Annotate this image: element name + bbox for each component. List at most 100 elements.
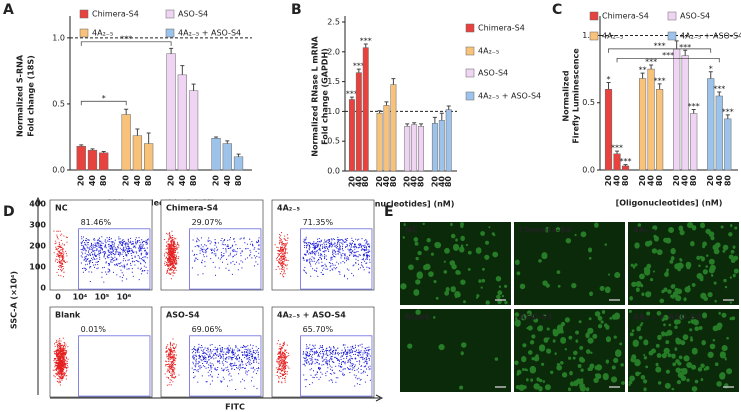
error-bar bbox=[225, 140, 230, 144]
x-tick-label: 20 bbox=[212, 175, 221, 187]
legend-swatch bbox=[79, 28, 89, 38]
x-tick-label: 10⁴ bbox=[73, 293, 88, 302]
x-tick-label: 40 bbox=[88, 175, 97, 187]
y-axis-label: Normalized bbox=[562, 70, 571, 121]
bar bbox=[87, 149, 98, 171]
flow-frame bbox=[160, 306, 264, 398]
x-arrow bbox=[50, 394, 384, 402]
x-tick-label: 10⁵ bbox=[95, 293, 110, 302]
image-label: Blank bbox=[405, 313, 431, 322]
significance: *** bbox=[722, 107, 734, 116]
legend-label: 4A₂₋₅ + ASO-S4 bbox=[178, 29, 241, 38]
bar bbox=[166, 53, 176, 171]
flow-dots-positive bbox=[191, 237, 260, 276]
gate-percent: 69.06% bbox=[192, 325, 223, 334]
bar bbox=[144, 143, 154, 171]
legend-swatch bbox=[589, 11, 599, 21]
flow-dots-negative bbox=[274, 232, 289, 278]
bar bbox=[418, 126, 424, 172]
y-tick-label: 0 bbox=[40, 284, 46, 293]
significance: *** bbox=[346, 90, 358, 99]
y-tick-label: 100 bbox=[29, 263, 46, 272]
significance: *** bbox=[360, 37, 372, 46]
bar bbox=[355, 72, 362, 172]
panel-label: B bbox=[291, 2, 302, 18]
y-tick-label: 0.5 bbox=[327, 137, 340, 146]
x-tick-label: 40 bbox=[681, 175, 690, 187]
x-tick-label: 10⁶ bbox=[117, 293, 132, 302]
y-tick-label: 2.0 bbox=[327, 47, 340, 56]
x-tick-label: 20 bbox=[122, 175, 131, 187]
legend-swatch bbox=[589, 31, 599, 41]
x-tick-label: 20 bbox=[706, 175, 715, 187]
flow-frame bbox=[271, 199, 375, 291]
significance: *** bbox=[688, 102, 700, 111]
x-tick-label: 20 bbox=[403, 176, 412, 188]
bar bbox=[656, 89, 664, 171]
y-tick-label: 0.0 bbox=[582, 166, 595, 175]
bar bbox=[211, 138, 221, 171]
significance: *** bbox=[620, 157, 632, 166]
micro-image bbox=[628, 222, 739, 305]
y-tick-label: 400 bbox=[29, 200, 46, 209]
gate bbox=[78, 335, 151, 397]
legend-label: Chimera-S4 bbox=[478, 24, 525, 33]
bar bbox=[673, 48, 681, 171]
error-bar bbox=[236, 153, 241, 157]
x-tick-label: 40 bbox=[382, 176, 391, 188]
micro-image bbox=[400, 309, 511, 392]
gate-percent: 81.46% bbox=[81, 218, 112, 227]
legend-label: ASO-S4 bbox=[178, 10, 208, 19]
bar bbox=[376, 112, 383, 172]
flow-frame bbox=[160, 199, 264, 291]
gate bbox=[78, 228, 151, 290]
legend-swatch bbox=[465, 68, 475, 78]
error-bar bbox=[432, 116, 437, 124]
cells bbox=[514, 310, 625, 392]
annotation: *** bbox=[654, 41, 666, 50]
error-bar bbox=[691, 108, 696, 114]
legend-label: Chimera-S4 bbox=[92, 10, 139, 19]
legend-label: ASO-S4 bbox=[680, 12, 710, 21]
flow-dots-negative bbox=[164, 338, 180, 386]
x-tick-label: 20 bbox=[604, 175, 613, 187]
significance: *** bbox=[679, 43, 691, 52]
x-tick-label: 80 bbox=[689, 175, 698, 187]
error-bar bbox=[377, 110, 382, 114]
x-axis-label: [Oligonucleotides] (nM) bbox=[348, 200, 455, 209]
error-bar bbox=[384, 101, 389, 106]
panel-label: A bbox=[3, 2, 14, 18]
x-tick-label: 80 bbox=[417, 176, 426, 188]
y-tick-label: 0.5 bbox=[52, 99, 65, 108]
bar bbox=[690, 113, 698, 171]
legend-swatch bbox=[165, 9, 175, 19]
x-tick-label: 40 bbox=[410, 176, 419, 188]
x-tick-label: 20 bbox=[167, 175, 176, 187]
flow-dots-positive bbox=[191, 343, 260, 390]
error-bar bbox=[391, 78, 396, 85]
y-tick-label: 200 bbox=[29, 242, 46, 251]
cells bbox=[515, 222, 621, 297]
bar bbox=[99, 152, 109, 171]
bar bbox=[362, 47, 369, 172]
bracket bbox=[608, 48, 712, 53]
gate-percent: 0.01% bbox=[81, 325, 107, 334]
image-label: ASO-S4 bbox=[519, 313, 553, 322]
error-bar bbox=[356, 68, 361, 73]
x-tick-label: 40 bbox=[354, 176, 363, 188]
cells bbox=[628, 309, 736, 392]
significance: * bbox=[709, 64, 713, 73]
image-label: Chimera-S4 bbox=[519, 226, 571, 235]
error-bar bbox=[615, 150, 620, 154]
gate-percent: 29.07% bbox=[192, 218, 223, 227]
legend-label: 4A₂₋₅ bbox=[602, 32, 623, 41]
flow-dots-negative bbox=[275, 340, 290, 384]
y-axis-label: SSC-A (×10⁴) bbox=[10, 271, 19, 329]
bar bbox=[604, 89, 613, 171]
x-tick-label: 80 bbox=[655, 175, 664, 187]
flow-plot-label: Blank bbox=[55, 311, 81, 320]
y-tick-label: 300 bbox=[29, 221, 46, 230]
error-bar bbox=[657, 83, 662, 90]
gate bbox=[300, 335, 373, 397]
error-bar bbox=[101, 151, 106, 153]
